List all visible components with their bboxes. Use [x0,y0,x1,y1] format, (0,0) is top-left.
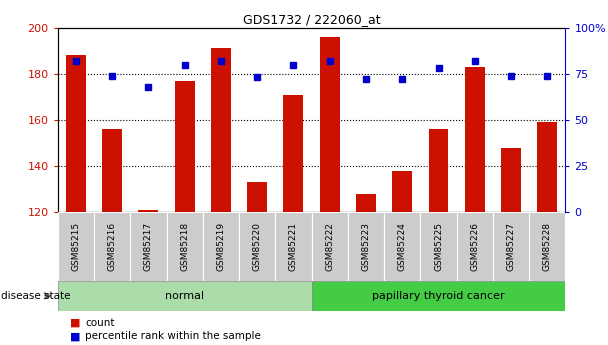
Text: GSM85220: GSM85220 [253,222,261,271]
Bar [311,281,565,310]
Text: GSM85217: GSM85217 [144,222,153,271]
Text: papillary thyroid cancer: papillary thyroid cancer [372,291,505,301]
Text: GSM85215: GSM85215 [71,222,80,271]
Bar [130,212,167,281]
Bar [501,148,521,212]
Bar [348,212,384,281]
Bar [239,212,275,281]
Bar [66,55,86,212]
Bar [529,212,565,281]
Text: GSM85218: GSM85218 [180,222,189,271]
Text: ■: ■ [70,318,80,327]
Text: GSM85221: GSM85221 [289,222,298,271]
Bar [283,95,303,212]
Bar [247,182,267,212]
Bar [211,48,231,212]
Text: ■: ■ [70,332,80,341]
Bar [537,122,558,212]
Text: GSM85222: GSM85222 [325,222,334,271]
Bar [174,81,195,212]
Text: GSM85223: GSM85223 [362,222,370,271]
Bar [58,281,311,310]
Title: GDS1732 / 222060_at: GDS1732 / 222060_at [243,13,381,27]
Bar [420,212,457,281]
Bar [58,212,94,281]
Bar [311,212,348,281]
Bar [320,37,340,212]
Bar [167,212,203,281]
Text: GSM85226: GSM85226 [470,222,479,271]
Bar [102,129,122,212]
Bar [392,171,412,212]
Bar [139,210,159,212]
Text: GSM85228: GSM85228 [543,222,552,271]
Text: disease state: disease state [1,291,71,301]
Text: percentile rank within the sample: percentile rank within the sample [85,332,261,341]
Bar [384,212,420,281]
Bar [275,212,311,281]
Bar [94,212,130,281]
Text: GSM85225: GSM85225 [434,222,443,271]
Text: GSM85219: GSM85219 [216,222,226,271]
Bar [429,129,449,212]
Text: GSM85216: GSM85216 [108,222,117,271]
Text: normal: normal [165,291,204,301]
Text: GSM85227: GSM85227 [506,222,516,271]
Bar [457,212,493,281]
Bar [493,212,529,281]
Bar [356,194,376,212]
Text: count: count [85,318,115,327]
Bar [465,67,485,212]
Text: GSM85224: GSM85224 [398,222,407,271]
Bar [203,212,239,281]
